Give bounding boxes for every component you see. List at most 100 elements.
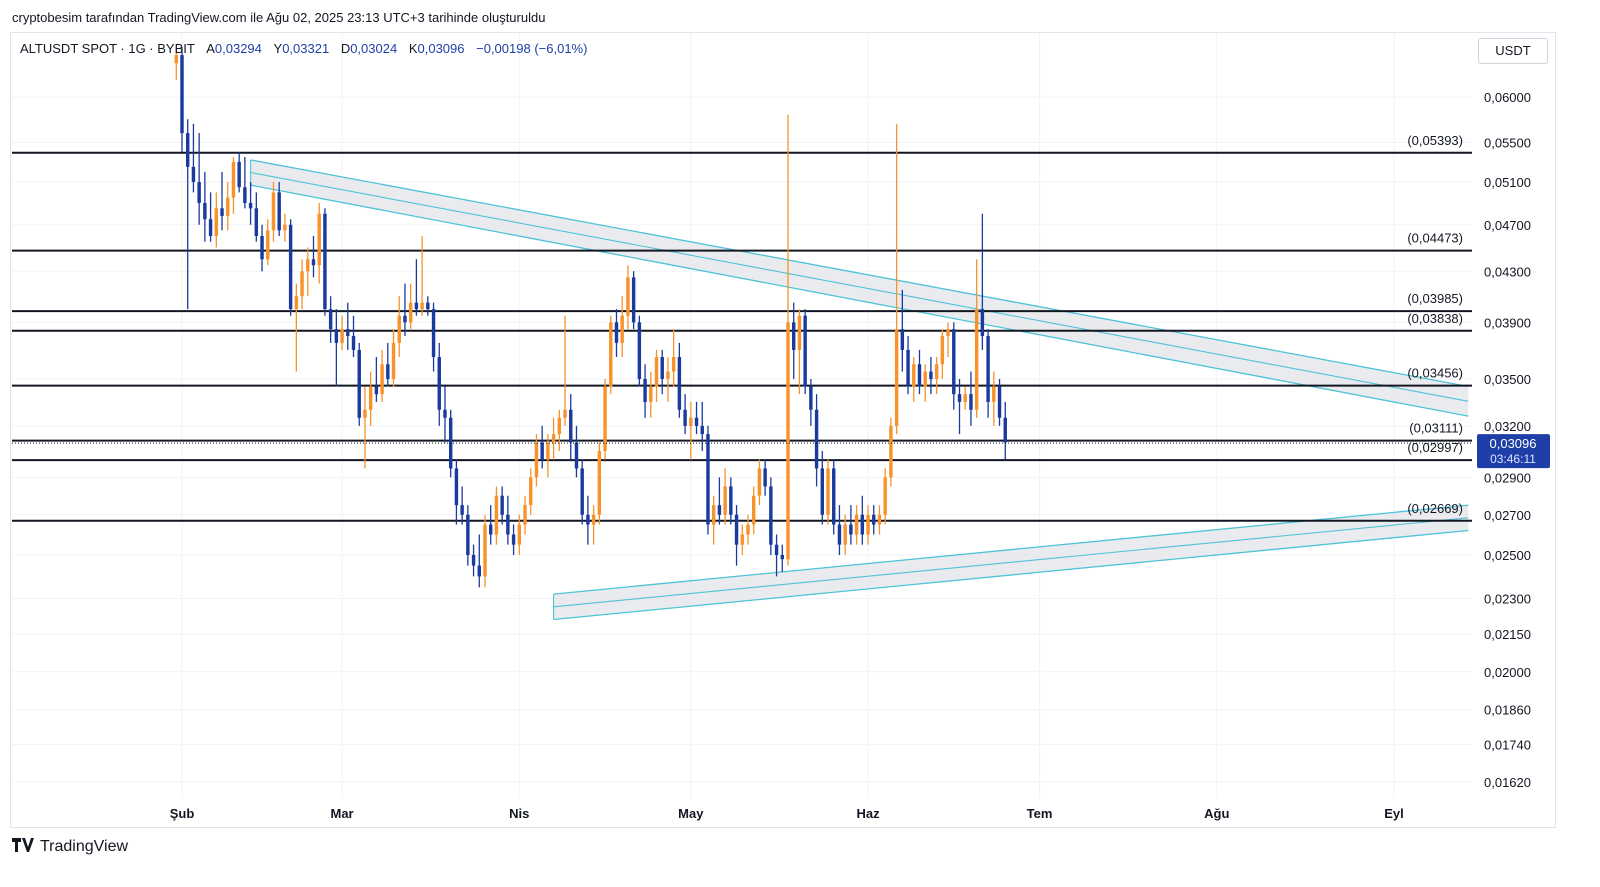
candle [786,114,790,566]
candle [483,514,487,588]
y-tick-label: 0,03900 [1484,315,1531,330]
candle-body [283,224,287,231]
candle-body [471,555,476,566]
candle-body [683,409,687,426]
candle-body [603,386,607,451]
candle [363,386,367,469]
candle [351,315,356,358]
candle-body [614,322,619,343]
candle [346,302,350,350]
level-label: (0,03111) [1409,421,1463,436]
last-price-box [1477,434,1550,469]
y-tick-label: 0,02900 [1484,470,1531,485]
y-tick-label: 0,02150 [1484,627,1531,642]
candle [460,486,464,525]
candle-body [271,192,276,231]
candle [706,425,710,535]
candle [563,315,567,426]
candle-body [757,468,762,496]
candle [769,477,773,556]
candle-body [643,378,647,402]
candle [306,247,310,297]
candle-body [894,329,899,426]
candle [443,386,447,443]
candle-body [563,409,567,418]
candle-body [666,371,670,379]
candle [437,342,441,426]
candle [214,192,219,248]
candle-body [260,236,264,260]
candle-body [408,302,413,323]
candle-body [934,364,939,379]
time-axis: Şub Mar Nis May Haz Tem Ağu Eyl [170,806,1404,821]
candle-body [832,468,836,525]
footer-brand[interactable]: TradingView [12,838,128,856]
candle [957,378,962,435]
candle-body [534,442,539,478]
open-value: 0,03294 [214,41,262,56]
candle-body [540,442,544,460]
candle [660,349,664,395]
candle-body [740,534,744,545]
candle-body [900,329,905,350]
candle-body [374,386,379,395]
candle [569,394,573,460]
candle-body [689,417,693,426]
candle [294,283,299,372]
candle [683,394,687,435]
level-label: (0,03838) [1407,311,1463,326]
candle [243,156,247,209]
candle-body [677,357,682,410]
candle [511,524,516,556]
candle-body [723,486,727,515]
candle [317,202,321,284]
candle-body [477,565,481,577]
candle-body [774,544,779,556]
candle-body [351,335,356,350]
candle-body [311,259,316,266]
price-axis: 0,06000 0,05500 0,05100 0,04700 0,04300 0,039… [1484,90,1531,790]
currency-button[interactable]: USDT [1478,38,1548,64]
y-tick-label: 0,04300 [1484,264,1531,279]
candle-body [849,524,853,535]
x-tick-label: Şub [170,806,195,821]
candle [734,505,739,566]
candle-body [631,277,636,323]
candle-body [854,514,859,535]
candle [586,495,590,545]
x-tick-label: May [678,806,704,821]
candle [374,357,379,402]
candle-body [186,133,190,167]
candle [323,208,327,316]
candle [534,434,539,487]
candle-body [660,357,664,379]
close-value: 0,03096 [417,41,465,56]
y-tick-label: 0,02300 [1484,592,1531,607]
ascending-channel-mid [553,517,1469,608]
candle-body [328,309,333,330]
chart-pane[interactable] [10,32,1556,828]
y-tick-label: 0,01620 [1484,775,1531,790]
candle [974,259,979,418]
last-price-value: 0,03096 [1490,436,1537,451]
candle-body [529,477,533,506]
candle [900,289,905,372]
candle [380,349,384,402]
candle-body [872,514,876,525]
candle-body [323,213,327,310]
candle [666,357,670,402]
candle [591,505,596,545]
candle [391,329,396,387]
candle [546,434,550,478]
candle [266,219,270,266]
candle-body [671,357,676,372]
x-tick-label: Mar [331,806,354,821]
candle-body [368,386,373,410]
candle [889,417,893,487]
candle [809,378,813,426]
symbol-label[interactable]: ALTUSDT SPOT · 1G · BYBIT [20,41,195,56]
candle-body [363,409,367,418]
candle [466,505,470,566]
candle-body [620,315,624,343]
